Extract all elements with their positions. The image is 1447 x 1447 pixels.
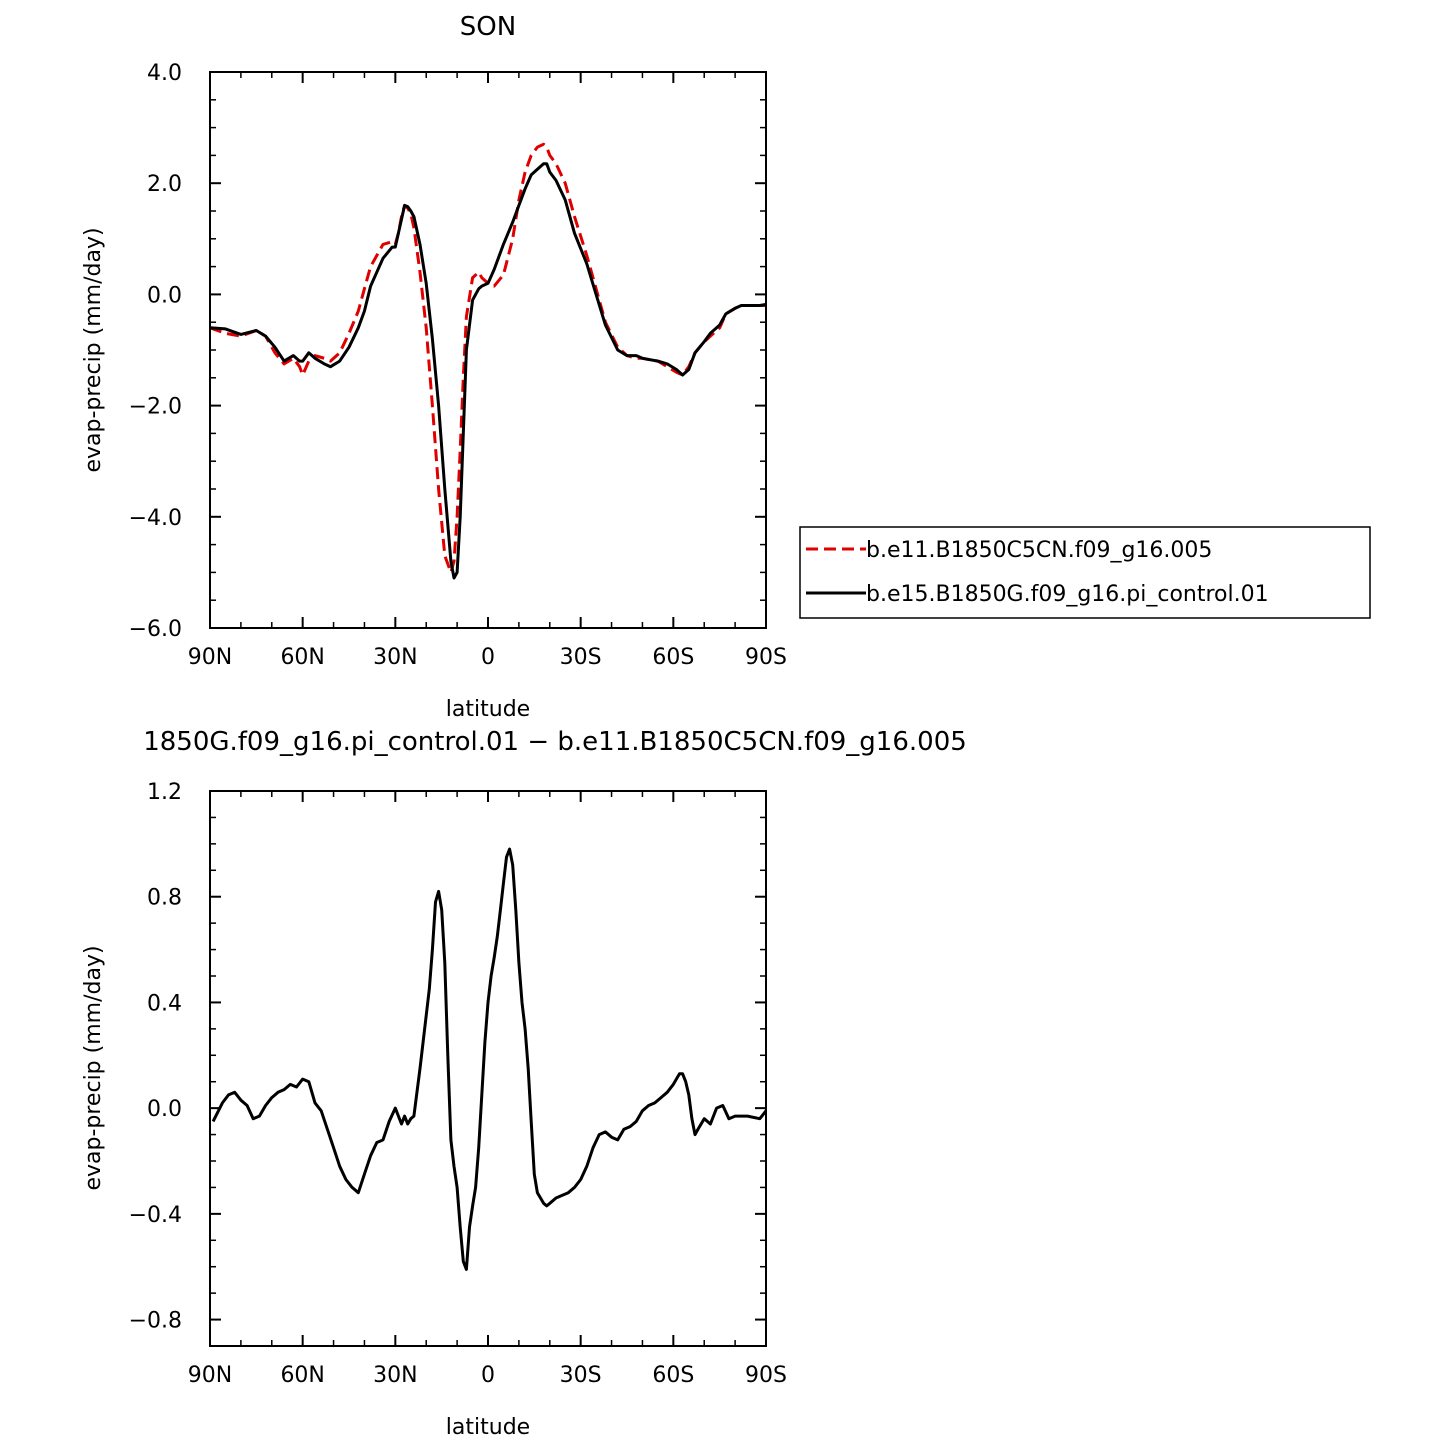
top-x-tick-label: 30S — [560, 645, 602, 670]
top-x-tick-label: 90S — [745, 645, 787, 670]
bottom-y-tick-label: 0.8 — [147, 886, 182, 911]
bottom-x-axis-title: latitude — [446, 1415, 530, 1440]
bottom-y-tick-label: −0.8 — [129, 1309, 182, 1334]
bottom-y-tick-label: 1.2 — [147, 780, 182, 805]
top-x-tick-label: 90N — [188, 645, 232, 670]
bottom-chart-title: 1850G.f09_g16.pi_control.01 − b.e11.B185… — [143, 727, 967, 757]
top-panel: SON 90N 60N 30N 0 30S 60S 90S 4.0 2.0 0.0 −2.0 −4.0… — [81, 12, 1371, 722]
top-y-tick-label: 4.0 — [147, 61, 182, 86]
top-plot-frame — [209, 71, 767, 629]
legend: b.e11.B1850C5CN.f09_g16.005 b.e15.B1850G… — [799, 526, 1371, 619]
bottom-x-tick-label: 90N — [188, 1363, 232, 1388]
top-x-axis-title: latitude — [446, 697, 530, 722]
bottom-axis-ticks — [209, 790, 767, 1346]
bottom-x-tick-label: 90S — [745, 1363, 787, 1388]
bottom-tick-labels: 90N 60N 30N 0 30S 60S 90S 1.2 0.8 0.4 0.0 −0.4 −0.8 — [129, 780, 787, 1388]
legend-box — [799, 526, 1371, 619]
bottom-x-tick-label: 30S — [560, 1363, 602, 1388]
top-axis-ticks — [209, 71, 767, 629]
top-x-tick-label: 30N — [373, 645, 417, 670]
legend-label-1: b.e11.B1850C5CN.f09_g16.005 — [866, 538, 1212, 563]
bottom-y-tick-label: 0.4 — [147, 991, 182, 1016]
top-series-line-1 — [209, 142, 766, 574]
top-y-tick-label: 2.0 — [147, 172, 182, 197]
top-y-tick-label: −2.0 — [129, 395, 182, 420]
top-series-line-2 — [209, 162, 767, 580]
bottom-plot-frame — [209, 790, 767, 1347]
bottom-y-tick-label: 0.0 — [147, 1097, 182, 1122]
bottom-y-tick-label: −0.4 — [129, 1203, 182, 1228]
bottom-series-line-1 — [211, 847, 768, 1271]
bottom-panel: 1850G.f09_g16.pi_control.01 − b.e11.B185… — [81, 727, 967, 1440]
top-y-tick-label: 0.0 — [147, 283, 182, 308]
top-x-tick-label: 60S — [652, 645, 694, 670]
top-y-axis-title: evap-precip (mm/day) — [81, 227, 106, 472]
top-chart-title: SON — [460, 12, 516, 42]
bottom-x-tick-label: 0 — [481, 1363, 495, 1388]
top-tick-labels: 90N 60N 30N 0 30S 60S 90S 4.0 2.0 0.0 −2.0 −4.0 −6.0 — [129, 61, 787, 670]
bottom-x-tick-label: 60N — [280, 1363, 324, 1388]
legend-label-2: b.e15.B1850G.f09_g16.pi_control.01 — [866, 582, 1269, 607]
top-series-group — [209, 142, 767, 580]
bottom-x-tick-label: 60S — [652, 1363, 694, 1388]
top-x-tick-label: 60N — [280, 645, 324, 670]
bottom-series-group — [211, 847, 768, 1271]
top-y-tick-label: −6.0 — [129, 617, 182, 642]
top-y-tick-label: −4.0 — [129, 506, 182, 531]
top-x-tick-label: 0 — [481, 645, 495, 670]
bottom-y-axis-title: evap-precip (mm/day) — [81, 945, 106, 1190]
bottom-x-tick-label: 30N — [373, 1363, 417, 1388]
